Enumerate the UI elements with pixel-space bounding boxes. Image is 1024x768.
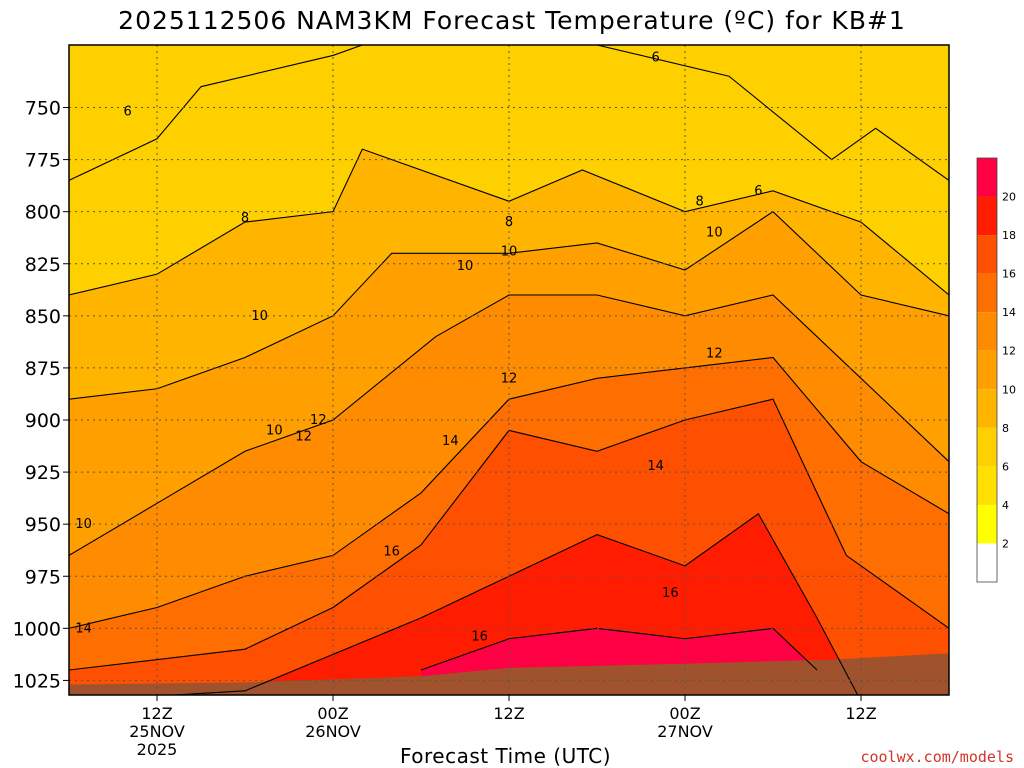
colorbar-label: 16 [1002, 268, 1016, 281]
contour-label-12: 10 [457, 259, 474, 274]
colorbar-frame [976, 157, 998, 583]
y-tick-label: 925 [25, 462, 61, 484]
colorbar-swatch [977, 158, 997, 197]
y-tick-label: 1025 [13, 670, 61, 692]
y-tick-label: 900 [25, 410, 61, 432]
y-tick-label: 850 [25, 306, 61, 328]
y-tick-label: 875 [25, 358, 61, 380]
surface-terrain [69, 653, 949, 695]
y-tick-label: 825 [25, 254, 61, 276]
y-tick-label: 750 [25, 98, 61, 120]
x-tick-label: 00Z [317, 704, 348, 723]
contour-label-6: 6 [124, 105, 132, 120]
x-tick-label: 00Z [669, 704, 700, 723]
x-tick-date: 2025 [137, 740, 178, 759]
x-tick-date: 27NOV [657, 722, 713, 741]
contour-label-10: 10 [501, 244, 518, 259]
contour-label-8: 8 [696, 194, 704, 209]
colorbar-swatch [977, 504, 997, 544]
isotherm-6 [69, 45, 949, 181]
isotherm-18 [165, 512, 859, 695]
isotherm-12 [69, 294, 949, 556]
colorbar-swatch [977, 466, 997, 505]
colorbar-label: 10 [1002, 383, 1016, 396]
y-tick-label: 775 [25, 150, 61, 172]
y-tick-label: 975 [25, 566, 61, 588]
colorbar-swatch [977, 273, 997, 313]
contour-label-6: 6 [754, 184, 762, 199]
contour-label-12: 12 [310, 413, 327, 428]
contour-label-16: 14 [442, 434, 459, 449]
isotherm-20 [420, 627, 818, 671]
colorbar-swatch [977, 389, 997, 428]
chart-title: 2025112506 NAM3KM Forecast Temperature (… [118, 6, 906, 35]
colorbar-swatch [977, 427, 997, 467]
contour-label-14: 12 [501, 371, 518, 386]
colorbar-label: 20 [1002, 191, 1016, 204]
x-axis-label: Forecast Time (UTC) [400, 744, 612, 768]
x-tick-label: 12Z [493, 704, 524, 723]
x-tick-date: 25NOV [129, 722, 185, 741]
colorbar-label: 8 [1002, 422, 1009, 435]
colorbar-label: 12 [1002, 345, 1016, 358]
colorbar-label: 18 [1002, 229, 1016, 242]
contour-label-18: 16 [662, 586, 679, 601]
contour-label-8: 8 [505, 215, 513, 230]
colorbar-swatch [977, 312, 997, 351]
contour-label-20: 16 [471, 630, 488, 645]
colorbar-label: 6 [1002, 460, 1009, 473]
colorbar-swatch [977, 350, 997, 390]
isotherm-10 [69, 210, 949, 400]
contour-label-16: 14 [647, 459, 664, 474]
contour-label-8: 8 [241, 211, 249, 226]
contour-label-16: 16 [383, 544, 400, 559]
x-tick-label: 12Z [845, 704, 876, 723]
x-tick-label: 12Z [141, 704, 172, 723]
colorbar-swatch [977, 543, 997, 582]
isotherm-16 [69, 398, 949, 671]
y-tick-label: 800 [25, 202, 61, 224]
contour-label-10: 10 [75, 517, 92, 532]
contour-label-10: 10 [706, 226, 723, 241]
contour-label-14: 12 [706, 346, 723, 361]
colorbar-label: 2 [1002, 537, 1009, 550]
y-tick-label: 950 [25, 514, 61, 536]
contour-label-12: 12 [295, 430, 312, 445]
contour-label-6: 6 [652, 51, 660, 66]
colorbar-label: 14 [1002, 306, 1016, 319]
y-tick-label: 1000 [13, 618, 61, 640]
x-tick-date: 26NOV [305, 722, 361, 741]
colorbar-swatch [977, 196, 997, 236]
site-credit: coolwx.com/models [860, 748, 1014, 766]
contour-label-10: 10 [251, 309, 268, 324]
contour-label-14: 14 [75, 621, 92, 636]
colorbar-label: 4 [1002, 499, 1009, 512]
colorbar-swatch [977, 235, 997, 274]
contour-label-10: 10 [266, 423, 283, 438]
